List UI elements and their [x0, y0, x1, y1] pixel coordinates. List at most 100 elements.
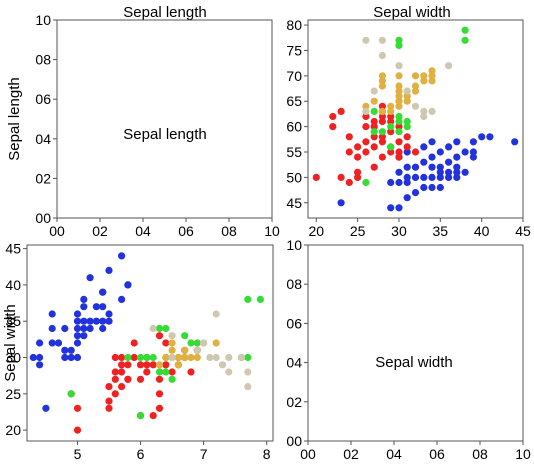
- data-point: [162, 339, 170, 347]
- data-point: [428, 163, 436, 171]
- data-point: [362, 112, 370, 121]
- data-point: [118, 368, 126, 376]
- y-tick-label: 75: [286, 42, 302, 58]
- data-point: [80, 332, 88, 340]
- data-point: [387, 102, 395, 110]
- x-tick-label: 04: [135, 223, 151, 239]
- data-point: [428, 67, 436, 75]
- data-point: [370, 133, 378, 141]
- data-point: [168, 332, 176, 340]
- data-point: [453, 153, 461, 161]
- x-tick-label: 35: [433, 223, 449, 239]
- data-point: [411, 163, 420, 171]
- data-point: [362, 148, 370, 156]
- data-point: [395, 97, 403, 105]
- data-point: [136, 353, 145, 362]
- data-point: [162, 361, 170, 369]
- data-point: [105, 404, 113, 412]
- data-point: [411, 87, 420, 95]
- panel-sepal-width-diagonal: Sepal width: [307, 244, 524, 442]
- x-tick-label: 40: [474, 223, 490, 239]
- data-point: [118, 361, 126, 369]
- data-point: [362, 102, 370, 110]
- data-point: [124, 375, 132, 383]
- y-tick-label: 02: [35, 170, 51, 186]
- x-tick-label: 20: [308, 223, 324, 239]
- data-point: [73, 310, 82, 318]
- data-point: [378, 128, 386, 136]
- y-tick-label: 65: [286, 93, 302, 109]
- data-point: [420, 112, 428, 121]
- data-point: [168, 375, 176, 383]
- data-point: [411, 148, 420, 156]
- data-point: [130, 339, 138, 347]
- data-point: [378, 72, 386, 80]
- x-tick-label: 5: [74, 446, 82, 462]
- data-point: [111, 353, 119, 362]
- data-point: [105, 397, 113, 405]
- y-tick-label: 10: [286, 237, 302, 253]
- data-point: [36, 339, 44, 347]
- x-tick-label: 04: [386, 446, 402, 462]
- data-point: [99, 317, 107, 325]
- data-point: [403, 173, 411, 181]
- data-point: [428, 153, 436, 161]
- y-tick-label: 35: [5, 313, 21, 329]
- data-point: [445, 143, 453, 151]
- panel-title: Sepal width: [373, 4, 451, 21]
- y-tick-label: 10: [35, 12, 51, 28]
- data-point: [461, 168, 469, 176]
- data-point: [312, 173, 320, 181]
- data-point: [256, 295, 264, 303]
- data-point: [362, 138, 370, 146]
- data-point: [168, 353, 176, 362]
- data-point: [73, 426, 82, 434]
- data-point: [67, 346, 75, 354]
- data-point: [73, 353, 82, 362]
- data-point: [193, 353, 201, 362]
- data-point: [395, 87, 403, 95]
- data-point: [395, 102, 403, 110]
- y-tick-label: 04: [286, 355, 302, 371]
- x-tick-label: 06: [178, 223, 194, 239]
- x-tick-label: 06: [429, 446, 445, 462]
- data-point: [149, 412, 157, 420]
- data-point: [99, 288, 107, 296]
- data-point: [168, 339, 176, 347]
- data-point: [143, 361, 151, 369]
- y-tick-label: 70: [286, 68, 302, 84]
- data-point: [378, 36, 386, 44]
- data-point: [345, 148, 353, 156]
- data-point: [436, 183, 444, 192]
- data-point: [61, 346, 69, 354]
- x-tick-label: 25: [350, 223, 366, 239]
- data-point: [181, 346, 189, 354]
- data-point: [370, 163, 378, 171]
- data-point: [80, 303, 88, 311]
- data-point: [36, 361, 44, 369]
- data-point: [225, 353, 233, 362]
- y-tick-label: 02: [286, 394, 302, 410]
- data-point: [111, 375, 119, 383]
- data-point: [105, 383, 113, 391]
- data-point: [155, 324, 164, 333]
- data-point: [403, 194, 411, 202]
- y-tick-label: 40: [5, 277, 21, 293]
- data-point: [225, 368, 233, 376]
- data-point: [445, 62, 453, 70]
- data-point: [354, 168, 362, 176]
- data-point: [403, 123, 411, 131]
- data-point: [105, 317, 113, 325]
- data-point: [80, 295, 88, 303]
- data-point: [155, 368, 164, 376]
- x-tick-label: 10: [264, 223, 280, 239]
- data-point: [395, 168, 403, 176]
- data-point: [428, 173, 436, 181]
- data-point: [67, 353, 75, 362]
- data-point: [378, 77, 386, 85]
- data-point: [378, 102, 386, 110]
- data-point: [469, 148, 477, 156]
- data-point: [411, 82, 420, 90]
